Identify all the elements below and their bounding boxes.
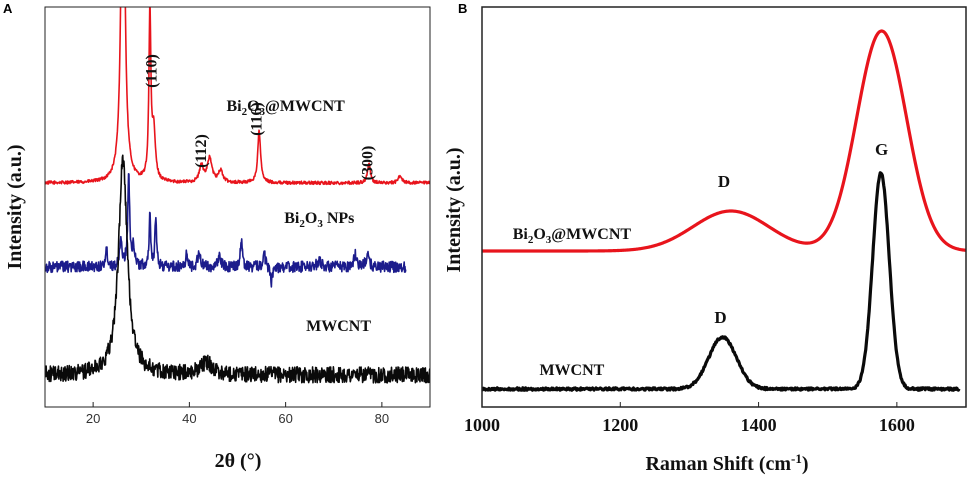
x-tick-label: 80 <box>375 411 389 426</box>
x-tick-label: 1000 <box>464 415 500 435</box>
x-tick-label: 20 <box>86 411 100 426</box>
panel-b-x-axis-title: Raman Shift (cm-1) <box>645 451 808 475</box>
panel-b-x-axis-title-sup: -1 <box>791 451 802 466</box>
panel-a: A 20 40 60 80 2θ (°) Intensity (a.u.) (110)… <box>3 1 431 472</box>
panel-a-letter: A <box>3 1 13 16</box>
panel-b-x-axis-title-main: Raman Shift (cm <box>645 453 791 475</box>
series-line-bi2o3-mwcnt <box>45 7 430 186</box>
series-label: MWCNT <box>539 362 604 379</box>
panel-a-frame <box>44 6 431 408</box>
peak-annotation: G <box>875 140 888 159</box>
series-line-mwcnt <box>482 171 961 392</box>
panel-b-x-axis-title-tail: ) <box>802 453 809 475</box>
panel-b-frame <box>481 6 967 408</box>
series-line-mwcnt <box>45 154 430 384</box>
series-label: MWCNT <box>306 318 371 335</box>
series-label: Bi2O3@MWCNT <box>226 98 345 118</box>
panel-a-x-axis-title: 2θ (°) <box>215 450 262 472</box>
series-label: Bi2O3 NPs <box>284 210 354 230</box>
panel-a-x-ticks: 20 40 60 80 <box>86 402 389 426</box>
peak-annotation: D <box>718 172 730 191</box>
x-tick-label: 1600 <box>879 415 915 435</box>
peak-annotation: (110) <box>144 54 161 88</box>
series-label: Bi2O3@MWCNT <box>513 226 632 246</box>
x-tick-label: 1400 <box>741 415 777 435</box>
series-line-bi2o3-mwcnt <box>482 29 966 253</box>
panel-a-plot <box>45 7 430 384</box>
peak-annotation: (112) <box>193 134 210 168</box>
panel-b-plot <box>482 29 966 392</box>
panel-b: B 1000 1200 1400 1600 Raman Shift (cm-1) In… <box>443 1 967 475</box>
x-tick-label: 40 <box>182 411 196 426</box>
peak-annotation: (300) <box>359 146 376 181</box>
panel-a-series-labels: Bi2O3@MWCNT Bi2O3 NPs MWCNT <box>226 98 371 335</box>
panel-a-y-axis-title: Intensity (a.u.) <box>4 144 26 269</box>
x-tick-label: 1200 <box>602 415 638 435</box>
panel-a-annotations: (110) (112) (116) (300) <box>144 54 377 180</box>
peak-annotation: (116) <box>249 102 266 136</box>
panel-b-annotations: DGDG <box>714 140 888 327</box>
panel-b-x-ticks: 1000 1200 1400 1600 <box>464 402 915 435</box>
x-tick-label: 60 <box>278 411 292 426</box>
panel-b-series-labels: Bi2O3@MWCNT MWCNT <box>513 226 632 379</box>
peak-annotation: D <box>714 308 726 327</box>
panel-b-y-axis-title: Intensity (a.u.) <box>443 147 465 272</box>
series-line-bi2o3-nps <box>45 173 407 288</box>
panel-b-letter: B <box>458 1 467 16</box>
